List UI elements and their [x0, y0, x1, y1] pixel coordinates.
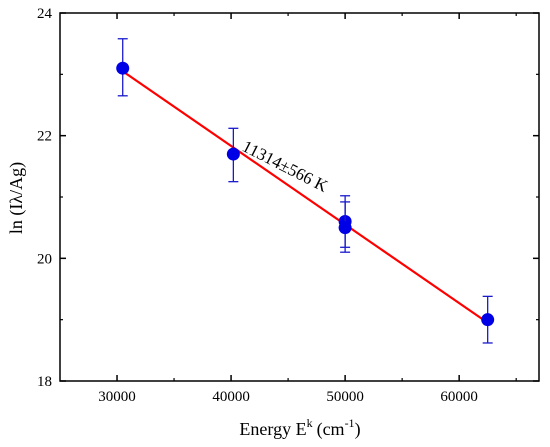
x-tick-label: 30000 — [98, 389, 136, 405]
x-axis-label-main: Energy E — [239, 419, 306, 439]
fit-layer — [122, 70, 489, 324]
points-layer — [116, 38, 495, 344]
y-tick-label: 20 — [37, 251, 52, 267]
y-tick-label: 24 — [37, 6, 53, 22]
x-tick-label: 60000 — [440, 389, 478, 405]
x-axis-label-close: ) — [355, 419, 361, 440]
x-axis-label-unit: (cm — [317, 419, 345, 440]
data-point — [338, 221, 352, 235]
x-tick-label: 40000 — [212, 389, 250, 405]
x-axis-label-sup-k: k — [307, 416, 313, 430]
x-tick-label: 50000 — [326, 389, 364, 405]
plot-frame — [59, 12, 540, 382]
data-point — [116, 61, 130, 75]
y-axis-label: ln (Iλ/Ag) — [6, 162, 27, 234]
fit-line — [122, 70, 489, 324]
x-axis-label: Energy Ek (cm-1) — [239, 416, 360, 440]
data-point — [226, 147, 240, 161]
data-point — [481, 313, 495, 327]
x-axis-label-sup-exp: -1 — [345, 416, 355, 430]
fit-annotation: 11314±566 K — [239, 137, 331, 197]
y-tick-label: 22 — [37, 129, 52, 145]
y-tick-label: 18 — [37, 374, 52, 390]
axes-layer: 30000 40000 50000 60000 18 20 22 24 — [37, 6, 540, 405]
